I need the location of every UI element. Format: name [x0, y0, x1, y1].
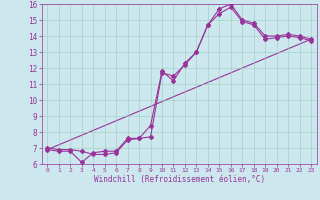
X-axis label: Windchill (Refroidissement éolien,°C): Windchill (Refroidissement éolien,°C): [94, 175, 265, 184]
